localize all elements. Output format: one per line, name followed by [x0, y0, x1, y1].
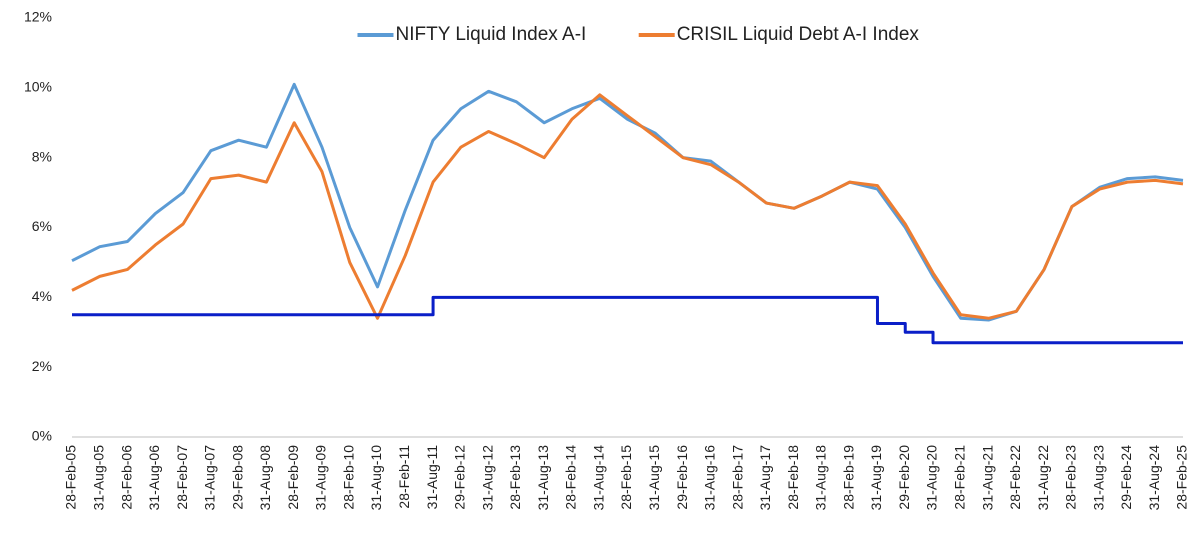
x-tick-label: 28-Feb-21 — [952, 445, 968, 510]
x-tick-label: 31-Aug-17 — [757, 445, 773, 511]
x-tick-label: 28-Feb-10 — [340, 445, 356, 510]
legend-label: CRISIL Liquid Debt A-I Index — [677, 24, 920, 45]
x-tick-label: 28-Feb-09 — [285, 445, 301, 510]
y-tick-label: 2% — [32, 358, 52, 374]
x-tick-label: 31-Aug-11 — [424, 445, 440, 510]
x-tick-label: 31-Aug-07 — [202, 445, 218, 511]
x-tick-label: 31-Aug-23 — [1090, 445, 1106, 511]
x-tick-label: 31-Aug-09 — [313, 445, 329, 511]
x-tick-label: 28-Feb-22 — [1007, 445, 1023, 510]
y-tick-label: 6% — [32, 218, 52, 234]
x-tick-label: 29-Feb-12 — [452, 445, 468, 510]
x-tick-label: 28-Feb-23 — [1063, 445, 1079, 510]
x-tick-label: 28-Feb-13 — [507, 445, 523, 510]
x-tick-label: 29-Feb-20 — [896, 445, 912, 510]
series-line — [71, 82, 1184, 322]
x-tick-label: 31-Aug-08 — [257, 445, 273, 511]
x-tick-label: 28-Feb-14 — [563, 445, 579, 510]
x-tick-label: 31-Aug-22 — [1035, 445, 1051, 511]
x-tick-label: 31-Aug-13 — [535, 445, 551, 511]
x-tick-label: 31-Aug-20 — [924, 445, 940, 511]
x-tick-label: 28-Feb-19 — [840, 445, 856, 510]
series-line — [71, 93, 1184, 320]
x-tick-label: 31-Aug-14 — [590, 445, 606, 511]
legend-label: NIFTY Liquid Index A-I — [396, 24, 587, 45]
x-tick-label: 31-Aug-19 — [868, 445, 884, 511]
x-tick-label: 31-Aug-05 — [90, 445, 106, 511]
x-tick-label: 31-Aug-12 — [479, 445, 495, 511]
x-tick-label: 31-Aug-06 — [146, 445, 162, 511]
y-tick-label: 0% — [32, 428, 52, 444]
x-tick-label: 29-Feb-08 — [229, 445, 245, 510]
x-tick-label: 29-Feb-24 — [1118, 445, 1134, 510]
x-tick-label: 28-Feb-05 — [63, 445, 79, 510]
x-tick-label: 31-Aug-24 — [1146, 445, 1162, 511]
y-tick-label: 8% — [32, 148, 52, 164]
y-tick-label: 4% — [32, 288, 52, 304]
x-tick-label: 28-Feb-25 — [1174, 445, 1190, 510]
x-tick-label: 28-Feb-18 — [785, 445, 801, 510]
x-tick-label: 31-Aug-18 — [813, 445, 829, 511]
x-tick-label: 31-Aug-15 — [646, 445, 662, 511]
x-tick-label: 28-Feb-06 — [118, 445, 134, 510]
y-tick-label: 12% — [24, 9, 52, 25]
x-tick-label: 31-Aug-10 — [368, 445, 384, 511]
x-tick-label: 29-Feb-16 — [674, 445, 690, 510]
x-tick-label: 28-Feb-15 — [618, 445, 634, 510]
y-tick-label: 10% — [24, 79, 52, 95]
x-tick-label: 28-Feb-11 — [396, 445, 412, 509]
x-tick-label: 28-Feb-17 — [729, 445, 745, 510]
series-line — [72, 295, 1183, 345]
x-tick-label: 28-Feb-07 — [174, 445, 190, 510]
x-tick-label: 31-Aug-21 — [979, 445, 995, 511]
x-tick-label: 31-Aug-16 — [702, 445, 718, 511]
